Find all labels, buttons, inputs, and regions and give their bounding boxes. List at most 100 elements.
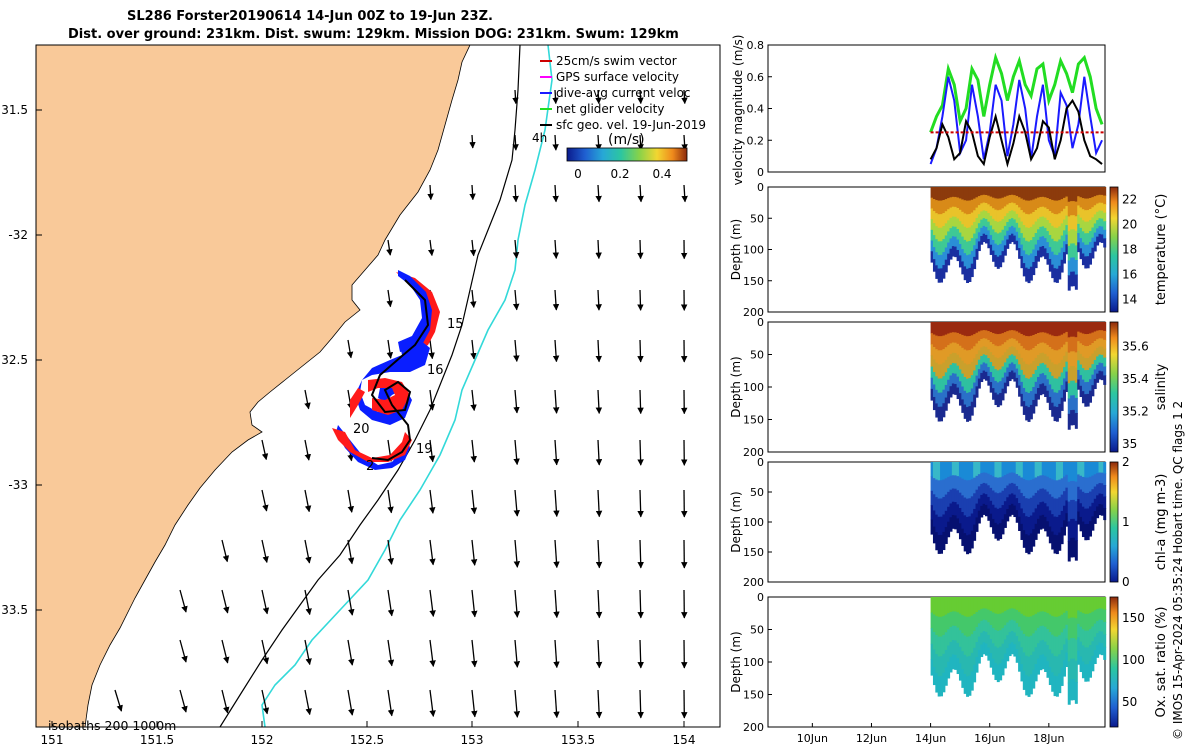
section-cell bbox=[1100, 472, 1104, 484]
section-cell bbox=[1058, 597, 1062, 617]
section-cell bbox=[1063, 378, 1066, 391]
section-cell bbox=[999, 630, 1003, 648]
section-cell bbox=[1084, 524, 1088, 541]
section-cell bbox=[1025, 498, 1029, 517]
current-arrow bbox=[595, 489, 603, 518]
section-cell bbox=[1039, 655, 1043, 671]
current-arrow bbox=[428, 489, 436, 514]
section-cell bbox=[1048, 247, 1052, 260]
section-cell bbox=[1093, 232, 1097, 243]
section-colorbar bbox=[1109, 461, 1119, 583]
section-cell bbox=[994, 322, 998, 335]
section-cell bbox=[947, 187, 951, 199]
section-cell bbox=[940, 498, 944, 518]
section-cell bbox=[1037, 597, 1040, 614]
section-cell bbox=[1039, 611, 1043, 627]
section-cell bbox=[1015, 222, 1019, 233]
current-arrow bbox=[429, 689, 436, 717]
section-cell bbox=[1003, 372, 1007, 384]
section-cell bbox=[982, 370, 986, 380]
section-cell bbox=[999, 492, 1003, 509]
section-cell bbox=[977, 498, 981, 512]
current-arrow bbox=[304, 589, 312, 616]
current-arrow bbox=[595, 184, 602, 203]
section-cell bbox=[961, 373, 965, 388]
section-cell bbox=[996, 233, 1000, 246]
current-arrow bbox=[512, 184, 519, 203]
section-cell bbox=[1003, 462, 1007, 476]
section-cell bbox=[1067, 337, 1071, 354]
section-cell bbox=[1098, 362, 1102, 372]
section-cell bbox=[1044, 343, 1048, 355]
section-cell bbox=[1032, 211, 1036, 226]
section-cell bbox=[1055, 636, 1059, 658]
section-cell bbox=[1055, 268, 1059, 283]
section-cell bbox=[987, 473, 991, 486]
section-cell bbox=[966, 636, 970, 658]
section-cell bbox=[1003, 332, 1007, 343]
section-cell bbox=[963, 253, 967, 267]
section-cell bbox=[1072, 351, 1076, 367]
section-cell bbox=[1096, 506, 1100, 519]
section-cell bbox=[1010, 608, 1014, 621]
section-cell bbox=[1081, 209, 1085, 221]
time-tick-label: 16Jun bbox=[974, 732, 1005, 745]
section-cell bbox=[1029, 253, 1033, 268]
section-cell bbox=[1027, 350, 1031, 366]
section-cell bbox=[1020, 198, 1024, 211]
section-cell bbox=[1032, 360, 1036, 375]
section-cell bbox=[966, 364, 970, 380]
section-cell bbox=[1020, 647, 1024, 665]
section-cell bbox=[987, 622, 991, 636]
section-cell bbox=[1048, 396, 1052, 411]
section-cell bbox=[1070, 229, 1074, 245]
section-cell bbox=[1003, 235, 1007, 246]
section-cell bbox=[1018, 237, 1022, 249]
section-cell bbox=[1008, 211, 1012, 220]
section-cell bbox=[968, 227, 972, 242]
section-cell bbox=[932, 462, 936, 479]
section-cell bbox=[984, 462, 988, 474]
section-cell bbox=[1051, 531, 1055, 550]
section-cell bbox=[996, 664, 1000, 683]
section-cell bbox=[1081, 187, 1085, 199]
current-arrow bbox=[469, 239, 477, 257]
section-cell bbox=[980, 620, 984, 634]
section-cell bbox=[1001, 490, 1005, 506]
section-cell bbox=[1029, 515, 1033, 535]
section-cell bbox=[1037, 366, 1040, 378]
section-cell bbox=[1074, 274, 1078, 290]
section-cell bbox=[1077, 322, 1081, 333]
section-cell bbox=[1044, 641, 1048, 658]
section-cell bbox=[989, 487, 993, 502]
current-arrow bbox=[553, 639, 560, 669]
time-tick-label: 10Jun bbox=[797, 732, 828, 745]
section-cell bbox=[954, 502, 958, 516]
section-cell bbox=[1103, 473, 1107, 486]
section-cell bbox=[935, 239, 939, 253]
section-cell bbox=[956, 249, 960, 262]
section-cell bbox=[1034, 244, 1038, 257]
section-cell bbox=[975, 612, 979, 628]
map-xtick-label: 152 bbox=[251, 733, 274, 747]
current-arrow bbox=[595, 134, 602, 151]
section-cell bbox=[1037, 518, 1040, 534]
section-colorbar-tick: 50 bbox=[1122, 695, 1137, 709]
section-cell bbox=[1065, 474, 1069, 489]
map-xtick-label: 153.5 bbox=[561, 733, 595, 747]
section-cell bbox=[1079, 489, 1083, 504]
section-cell bbox=[1065, 381, 1069, 393]
map-ytick-label: -33 bbox=[8, 478, 28, 492]
section-cell bbox=[949, 656, 953, 673]
section-cell bbox=[1063, 344, 1066, 357]
section-cell bbox=[968, 200, 972, 215]
section-cell bbox=[982, 194, 986, 204]
section-cell bbox=[930, 519, 934, 535]
section-cell bbox=[1018, 462, 1022, 477]
section-cell bbox=[970, 212, 974, 226]
section-ytick-label: 50 bbox=[750, 486, 764, 499]
section-cell bbox=[1029, 479, 1033, 499]
current-arrow bbox=[637, 339, 644, 363]
